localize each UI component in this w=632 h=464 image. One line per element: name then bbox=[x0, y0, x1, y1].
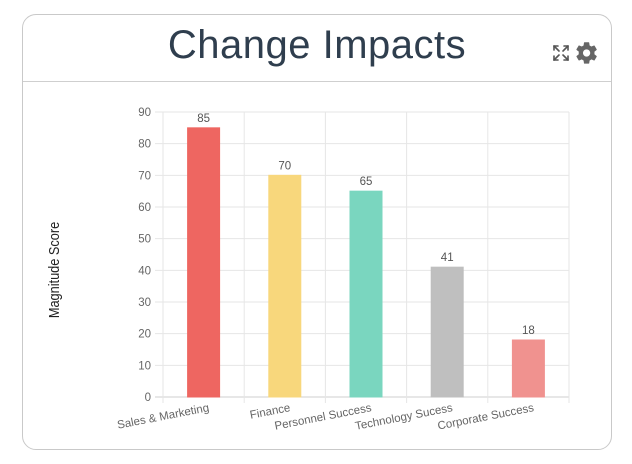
bar-value-label: 18 bbox=[522, 325, 535, 337]
bar[interactable] bbox=[187, 127, 221, 398]
bar-chart: 0 10 20 30 40 50 60 70 80 90 85 Sales & Marketing 70… bbox=[45, 107, 570, 433]
y-tick-label: 0 bbox=[145, 392, 151, 404]
bar[interactable] bbox=[430, 266, 464, 398]
bars-layer bbox=[187, 127, 545, 398]
expand-icon[interactable] bbox=[551, 43, 571, 63]
bar[interactable] bbox=[268, 174, 302, 398]
chart-card: Change Impacts 0 10 20 30 40 50 60 70 80 90 85 Sale… bbox=[22, 14, 612, 450]
card-header: Change Impacts bbox=[23, 15, 611, 82]
card-title: Change Impacts bbox=[167, 23, 467, 67]
bar-value-label: 65 bbox=[360, 176, 373, 188]
bar[interactable] bbox=[511, 339, 545, 398]
bar-value-label: 70 bbox=[278, 160, 291, 172]
bar-value-label: 85 bbox=[197, 113, 210, 125]
y-tick-label: 50 bbox=[138, 234, 151, 246]
bar-value-label: 41 bbox=[441, 252, 454, 264]
y-axis-label: Magnitude Score bbox=[45, 222, 62, 319]
x-tick-label: Sales & Marketing bbox=[116, 402, 210, 432]
y-tick-label: 90 bbox=[138, 107, 151, 119]
y-tick-label: 80 bbox=[138, 139, 151, 151]
y-tick-label: 60 bbox=[138, 202, 151, 214]
y-tick-label: 10 bbox=[138, 360, 151, 372]
y-tick-label: 40 bbox=[138, 265, 151, 277]
card-tools bbox=[551, 41, 599, 65]
y-tick-label: 70 bbox=[138, 170, 151, 182]
bar[interactable] bbox=[349, 190, 383, 398]
y-tick-label: 30 bbox=[138, 297, 151, 309]
gear-icon[interactable] bbox=[575, 41, 599, 65]
y-tick-label: 20 bbox=[138, 329, 151, 341]
